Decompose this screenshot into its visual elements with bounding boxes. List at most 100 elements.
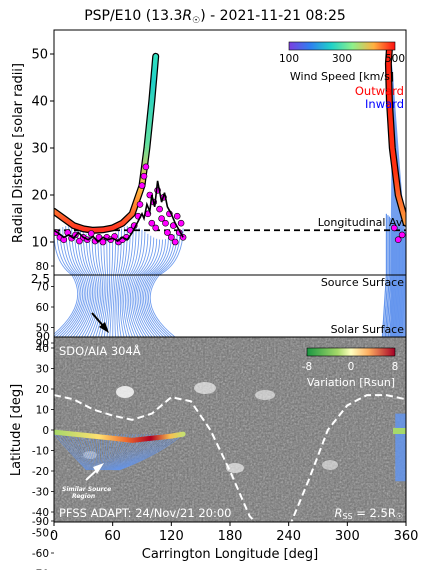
field-line — [54, 275, 79, 335]
field-line — [58, 275, 84, 337]
x-tick-label: 180 — [218, 529, 243, 544]
y-axis-label-latitude: Latitude [deg] — [9, 384, 24, 476]
field-line — [158, 228, 184, 275]
field-line — [137, 235, 152, 275]
field-line — [117, 228, 122, 275]
trajectory-outward-right-color — [386, 47, 406, 226]
field-line — [103, 275, 111, 337]
data-point — [173, 212, 181, 220]
field-line — [138, 275, 156, 337]
y-tick-label: -30 — [32, 486, 49, 498]
y-tick-label: 30 — [36, 363, 49, 375]
data-point — [152, 224, 159, 232]
data-point — [398, 231, 406, 239]
y-tick-label: 50 — [36, 322, 49, 334]
data-point — [148, 219, 156, 227]
field-line — [56, 433, 88, 471]
field-line — [98, 275, 107, 337]
longitudinal-average-label: Longitudinal Av. — [318, 216, 405, 229]
field-lines-inward-region — [395, 413, 406, 482]
field-line — [139, 237, 155, 275]
field-line — [54, 275, 80, 337]
y-tick-label: 20 — [31, 189, 48, 204]
field-line — [106, 433, 134, 471]
data-point — [164, 229, 171, 236]
field-line — [78, 275, 95, 337]
inward-label: Inward — [365, 97, 404, 111]
field-line — [149, 237, 169, 275]
wind-colorbar-title: Wind Speed [km/s] — [290, 70, 394, 83]
variation-tick-neg8: -8 — [302, 361, 312, 373]
field-line — [129, 227, 140, 275]
field-line — [141, 238, 158, 275]
field-line — [139, 275, 159, 337]
field-line — [65, 433, 90, 471]
field-line — [61, 275, 85, 337]
y-tick-label: -40 — [32, 507, 49, 519]
data-point — [156, 205, 163, 213]
field-line — [145, 239, 163, 275]
field-line — [86, 275, 100, 337]
field-line — [81, 275, 97, 337]
field-line — [89, 275, 102, 337]
wind-tick-500: 500 — [385, 53, 405, 65]
variation-colorbar: -8 0 8 Variation [Rsun] — [302, 347, 398, 389]
trajectory-outward-color — [54, 54, 158, 233]
data-point — [168, 234, 175, 241]
field-line — [77, 433, 93, 471]
latitude-panel: 9080706050403020100-10-20-30-40-50-60-70… — [9, 261, 407, 570]
y-tick-label: 90 — [36, 338, 49, 350]
field-line — [84, 275, 98, 337]
field-line — [148, 275, 173, 337]
data-point — [138, 182, 146, 189]
data-point — [142, 163, 150, 171]
y-tick-label: -70 — [32, 568, 49, 570]
field-line — [116, 275, 121, 337]
similar-source-arrow-icon — [85, 463, 104, 481]
field-line — [149, 275, 176, 337]
y-tick-label: 80 — [36, 261, 49, 273]
data-point — [140, 172, 148, 180]
x-tick-label: 0 — [50, 529, 58, 544]
field-line — [381, 275, 387, 337]
field-line — [114, 275, 119, 337]
field-line — [115, 230, 119, 275]
field-line — [141, 275, 162, 337]
field-line — [133, 231, 146, 275]
x-ticks: 0 60 120 180 240 300 360 — [50, 522, 418, 544]
field-line — [386, 275, 392, 337]
footpoint-right — [393, 428, 406, 434]
field-line — [128, 275, 139, 337]
data-point — [177, 219, 185, 227]
y-ticks-radial: 10 20 30 40 50 — [31, 48, 54, 251]
field-line — [144, 275, 167, 337]
field-line — [131, 229, 143, 275]
data-point — [171, 238, 179, 246]
wind-tick-300: 300 — [332, 53, 352, 65]
field-line — [134, 275, 150, 337]
source-surface-radius-label: RSS = 2.5R☉ — [334, 506, 403, 521]
field-line — [80, 433, 94, 471]
y-tick-label: 10 — [36, 404, 49, 416]
y-tick-source-surface: 2.5 — [31, 272, 50, 286]
y-tick-label: 10 — [31, 236, 48, 251]
data-point — [136, 201, 144, 208]
similar-source-label: Similar Source — [62, 486, 111, 493]
x-tick-label: 300 — [335, 529, 360, 544]
field-line — [71, 433, 92, 471]
data-point — [99, 238, 107, 246]
sdo-aia-image — [54, 337, 406, 522]
field-line — [133, 275, 147, 337]
variation-tick-0: 0 — [348, 361, 355, 373]
radial-panel: 10 20 30 40 50 Radial Distance [solar radii]… — [11, 29, 407, 276]
neutral-line — [54, 394, 406, 522]
field-line — [118, 275, 122, 337]
wind-speed-colorbar: 100 300 500 Wind Speed [km/s] — [279, 41, 405, 83]
field-line — [383, 275, 389, 337]
source-surface-panel: 2.5 90 Source Surface Solar Surface — [31, 272, 407, 343]
field-line — [126, 275, 136, 337]
field-line — [127, 226, 137, 275]
data-point — [158, 215, 165, 222]
field-lines-mid — [54, 275, 406, 337]
field-line — [59, 433, 89, 471]
